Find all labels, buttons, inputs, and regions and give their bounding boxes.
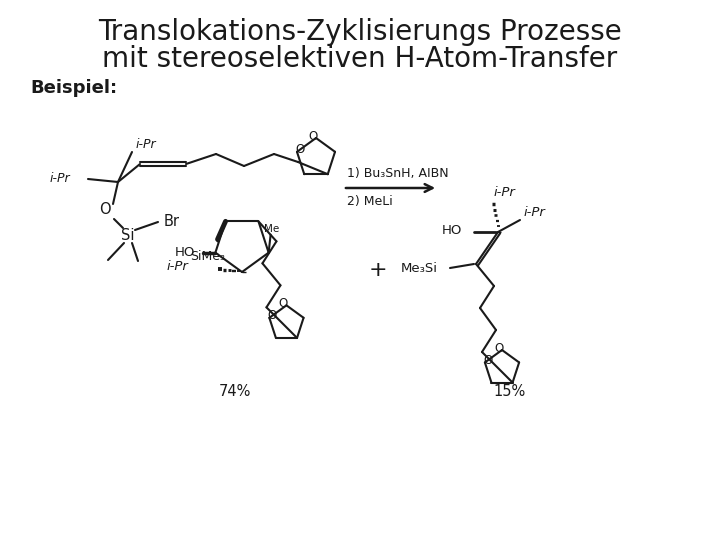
Text: 15%: 15% — [494, 384, 526, 400]
Text: 2) MeLi: 2) MeLi — [347, 195, 392, 208]
Text: Si: Si — [121, 227, 135, 242]
Text: mit stereoselektiven H-Atom-Transfer: mit stereoselektiven H-Atom-Transfer — [102, 45, 618, 73]
Text: O: O — [495, 341, 503, 354]
Text: Translokations-Zyklisierungs Prozesse: Translokations-Zyklisierungs Prozesse — [98, 18, 622, 46]
Text: +: + — [369, 260, 387, 280]
Text: Me: Me — [264, 224, 279, 234]
Text: 74%: 74% — [219, 384, 251, 400]
Text: Br: Br — [164, 213, 180, 228]
Text: Beispiel:: Beispiel: — [30, 79, 117, 97]
Text: i-Pr: i-Pr — [166, 260, 188, 273]
Text: SiMe₃: SiMe₃ — [190, 250, 225, 263]
Text: i-Pr: i-Pr — [136, 138, 157, 151]
Text: O: O — [279, 297, 288, 310]
Text: i-Pr: i-Pr — [50, 172, 70, 185]
Text: O: O — [483, 354, 492, 367]
Text: O: O — [99, 202, 111, 218]
Text: 1) Bu₃SnH, AIBN: 1) Bu₃SnH, AIBN — [347, 167, 449, 180]
Text: i-Pr: i-Pr — [494, 186, 516, 199]
Text: O: O — [308, 130, 318, 143]
Text: HO: HO — [175, 246, 195, 259]
Text: Me₃Si: Me₃Si — [401, 261, 438, 274]
Text: HO: HO — [441, 225, 462, 238]
Text: O: O — [268, 309, 277, 322]
Text: i-Pr: i-Pr — [524, 206, 546, 219]
Text: O: O — [295, 143, 305, 156]
